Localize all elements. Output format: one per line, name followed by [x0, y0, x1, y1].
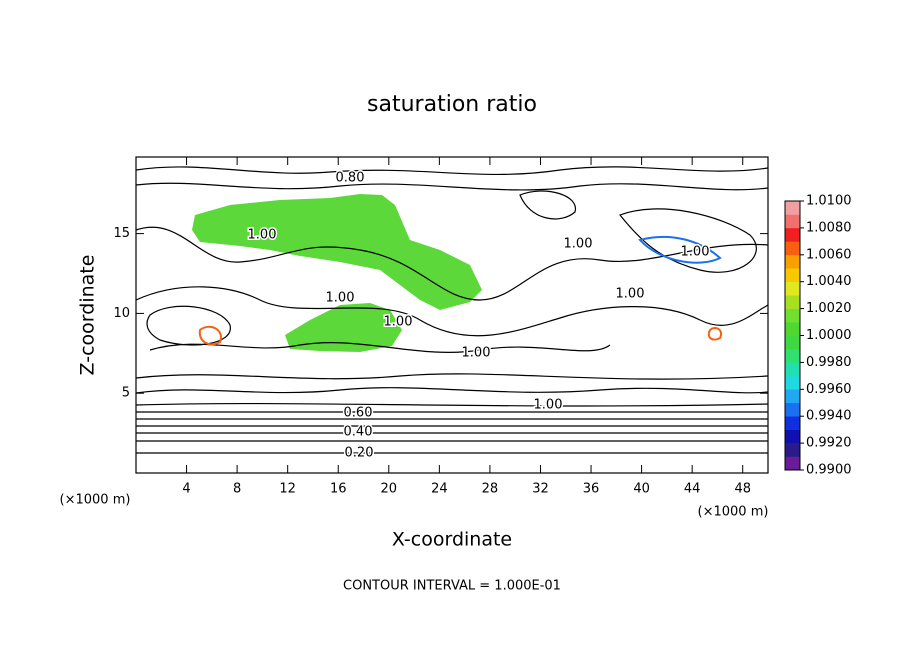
contour-label: 0.40: [344, 425, 373, 440]
contour-label: 0.60: [344, 406, 373, 421]
colorbar-band: [785, 402, 800, 417]
colorbar-tick-label: 0.9940: [806, 409, 852, 424]
x-tick-label: 48: [734, 482, 751, 497]
colorbar-tick-label: 1.0080: [806, 220, 852, 235]
colorbar-tick-label: 1.0020: [806, 301, 852, 316]
colorbar-band: [785, 416, 800, 430]
contour-line: [519, 190, 576, 220]
contour-line: [135, 182, 769, 191]
green-region: [285, 303, 402, 352]
x-tick-label: 32: [532, 482, 549, 497]
colorbar-tick-label: 0.9900: [806, 463, 852, 478]
contour-line: [619, 208, 757, 273]
x-tick-label: 16: [330, 482, 347, 497]
colorbar-band: [785, 322, 800, 336]
contour-label: 1.00: [564, 237, 593, 252]
colorbar-band: [785, 281, 800, 296]
colorbar-band: [785, 214, 800, 229]
x-tick-label: 36: [583, 482, 600, 497]
colorbar-band: [785, 227, 800, 242]
contour-line: [149, 342, 611, 353]
x-tick-label: 40: [633, 482, 650, 497]
contour-ring: [198, 325, 222, 346]
contour-line: [135, 226, 769, 301]
chart-title: saturation ratio: [367, 92, 537, 117]
colorbar-band: [785, 456, 800, 471]
y-tick-label: 15: [113, 226, 130, 241]
green-region: [192, 194, 482, 310]
colorbar-band: [785, 295, 800, 309]
colorbar-band: [785, 268, 800, 282]
x-tick-label: 24: [431, 482, 448, 497]
colorbar-band: [785, 335, 800, 350]
contour-ring: [638, 235, 722, 264]
contour-label: 0.20: [345, 446, 374, 461]
contour-label: 0.80: [336, 171, 365, 186]
contour-line: [146, 305, 231, 346]
colorbar-band: [785, 443, 800, 457]
colorbar-band: [785, 375, 800, 390]
y-axis-label: Z-coordinate: [77, 255, 99, 376]
x-tick-label: 12: [279, 482, 296, 497]
contour-line: [135, 373, 769, 380]
colorbar-tick-label: 0.9960: [806, 382, 852, 397]
contour-label: 1.00: [248, 228, 277, 243]
footer: CONTOUR INTERVAL = 1.000E-01: [343, 579, 561, 594]
contour-line: [135, 166, 769, 175]
contour-field: [135, 166, 769, 454]
x-tick-label: 44: [684, 482, 701, 497]
colorbar-tick-label: 0.9920: [806, 436, 852, 451]
plot-frame: [135, 156, 769, 474]
x-tick-label: 20: [381, 482, 398, 497]
y-tick-label: 5: [122, 386, 130, 401]
colorbar-band: [785, 201, 800, 215]
colorbar-tick-label: 1.0060: [806, 247, 852, 262]
x-tick-label: 4: [182, 482, 190, 497]
colorbar-band: [785, 241, 800, 256]
contour-label: 1.00: [384, 315, 413, 330]
colorbar-tick-label: 1.0040: [806, 274, 852, 289]
contour-ring: [707, 327, 722, 341]
colorbar-band: [785, 362, 800, 377]
x-tick-label: 28: [482, 482, 499, 497]
y-unit: (×1000 m): [60, 493, 131, 508]
contour-label: 1.00: [462, 346, 491, 361]
colorbar-band: [785, 348, 800, 363]
contour-label: 1.00: [616, 287, 645, 302]
x-tick-label: 8: [233, 482, 241, 497]
contour-line: [135, 387, 769, 394]
colorbar-tick-label: 1.0000: [806, 328, 852, 343]
contour-label: 1.00: [534, 398, 563, 413]
contour-label: 1.00: [681, 245, 710, 260]
colorbar-tick-label: 1.0100: [806, 194, 852, 209]
colorbar-tick-label: 0.9980: [806, 355, 852, 370]
x-unit: (×1000 m): [698, 505, 769, 520]
colorbar-band: [785, 308, 800, 323]
contour-line: [135, 402, 769, 407]
x-axis-label: X-coordinate: [392, 529, 512, 551]
colorbar-band: [785, 254, 800, 269]
contour-label: 1.00: [326, 291, 355, 306]
colorbar-band: [785, 389, 800, 404]
y-tick-label: 10: [113, 306, 130, 321]
colorbar-band: [785, 429, 800, 444]
contour-line: [135, 286, 769, 337]
